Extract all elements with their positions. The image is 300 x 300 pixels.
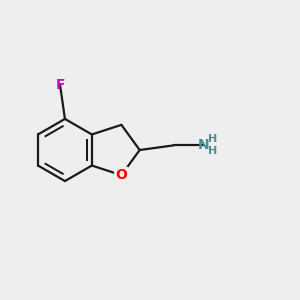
Text: H: H bbox=[208, 134, 217, 144]
Text: F: F bbox=[55, 78, 65, 92]
Text: H: H bbox=[208, 146, 217, 156]
Text: O: O bbox=[116, 168, 128, 182]
Text: N: N bbox=[198, 138, 209, 152]
